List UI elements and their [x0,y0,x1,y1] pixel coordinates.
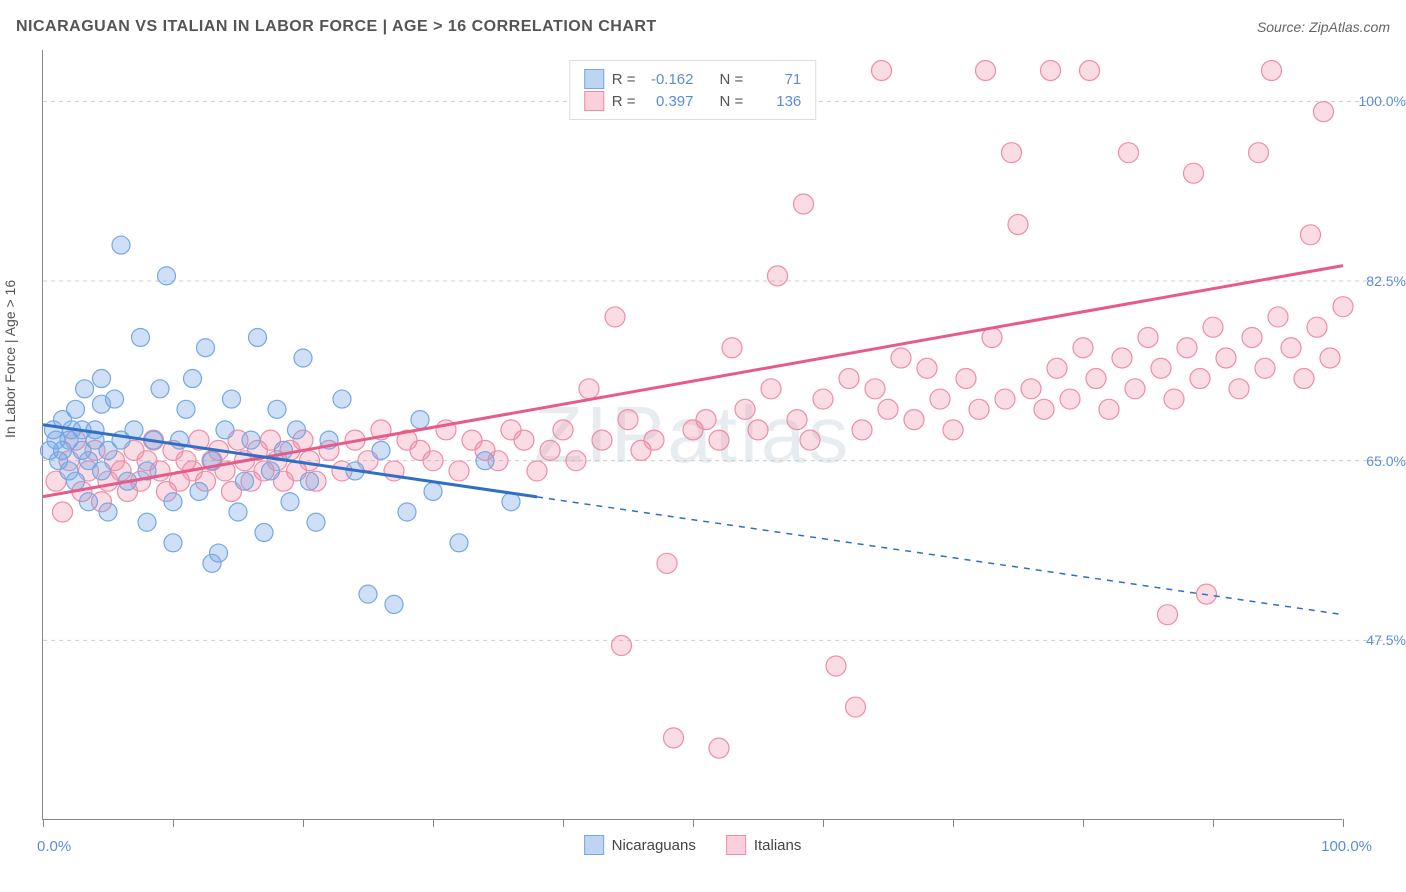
x-tick [563,819,564,827]
bottom-legend-item-1: Nicaraguans [584,835,696,855]
chart-plot-area: ZIPatlas 47.5%65.0%82.5%100.0% 0.0% 100.… [42,50,1342,820]
legend-label-nicaraguans: Nicaraguans [612,837,696,854]
x-tick [953,819,954,827]
x-tick [433,819,434,827]
y-tick-label: 47.5% [1366,632,1406,648]
x-tick [303,819,304,827]
y-tick-label: 65.0% [1366,453,1406,469]
n-value-nicaraguans: 71 [751,71,801,88]
y-axis-label: In Labor Force | Age > 16 [2,280,18,438]
x-tick [1343,819,1344,827]
chart-source: Source: ZipAtlas.com [1257,19,1390,35]
n-label: N = [720,71,744,88]
r-value-italians: 0.397 [644,93,694,110]
n-label: N = [720,93,744,110]
legend-label-italians: Italians [754,837,802,854]
x-axis-label-right: 100.0% [1321,838,1372,855]
r-label: R = [612,71,636,88]
stats-legend-row-2: R = 0.397 N = 136 [584,91,802,111]
y-tick-label: 82.5% [1366,273,1406,289]
x-tick [823,819,824,827]
x-tick [1213,819,1214,827]
stats-legend-row-1: R = -0.162 N = 71 [584,69,802,89]
bottom-legend: Nicaraguans Italians [584,835,802,855]
x-axis-label-left: 0.0% [37,838,71,855]
legend-swatch-italians [584,91,604,111]
bottom-legend-item-2: Italians [726,835,802,855]
legend-swatch-nicaraguans [584,835,604,855]
x-tick [173,819,174,827]
legend-swatch-nicaraguans [584,69,604,89]
x-tick [693,819,694,827]
x-tick [1083,819,1084,827]
x-tick [43,819,44,827]
r-label: R = [612,93,636,110]
chart-title: NICARAGUAN VS ITALIAN IN LABOR FORCE | A… [16,18,657,36]
r-value-nicaraguans: -0.162 [644,71,694,88]
y-tick-label: 100.0% [1359,93,1406,109]
n-value-italians: 136 [751,93,801,110]
scatter-plot-svg [43,50,1342,819]
chart-header: NICARAGUAN VS ITALIAN IN LABOR FORCE | A… [16,18,1390,36]
legend-swatch-italians [726,835,746,855]
stats-legend: R = -0.162 N = 71 R = 0.397 N = 136 [569,60,817,120]
